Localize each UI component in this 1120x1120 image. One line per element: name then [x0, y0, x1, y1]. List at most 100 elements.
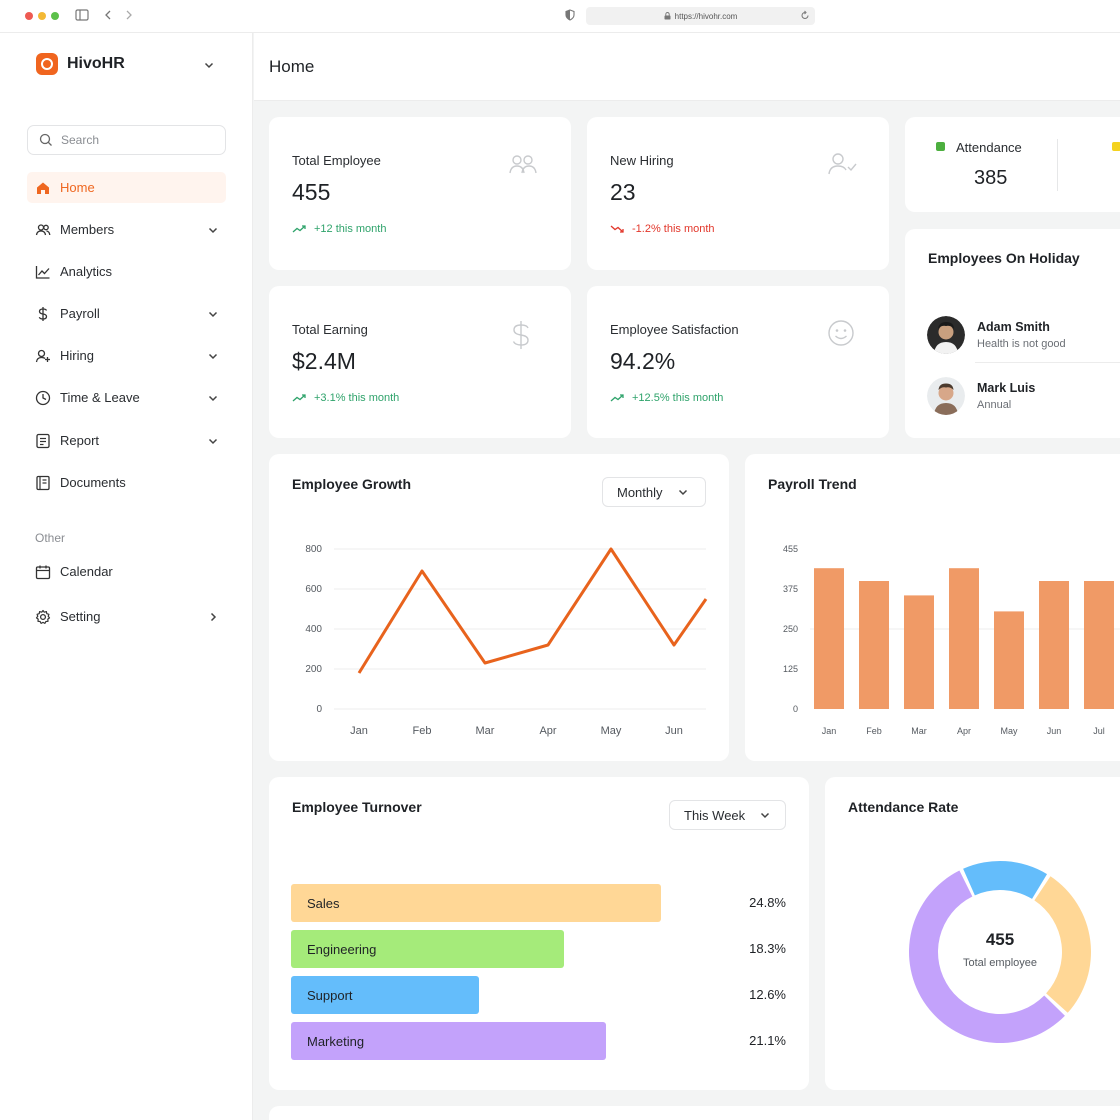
window-maximize-dot[interactable]	[51, 12, 59, 20]
y-tick-label: 600	[305, 584, 322, 595]
y-tick-label: 125	[783, 664, 798, 674]
avatar	[927, 377, 965, 415]
turnover-bar-value: 12.6%	[749, 987, 786, 1002]
employee-turnover-card: Employee Turnover This Week Sales 24.8% En…	[269, 777, 809, 1090]
y-tick-label: 455	[783, 544, 798, 554]
payroll-bar	[1084, 581, 1114, 709]
sidebar-item-label: Hiring	[60, 348, 94, 363]
person-note: Annual	[977, 399, 1012, 411]
lock-icon	[664, 12, 671, 20]
sidebar-item-time-leave[interactable]: Time & Leave	[27, 382, 226, 413]
chevron-right-icon	[210, 612, 217, 622]
brand-logo[interactable]: HivoHR	[36, 53, 125, 75]
x-tick-label: Apr	[539, 725, 556, 737]
trend-down-icon	[610, 225, 624, 233]
stat-label: New Hiring	[610, 153, 674, 168]
report-icon	[36, 433, 50, 448]
stat-card-total-employee: Total Employee 455 +12 this month	[269, 117, 571, 270]
holiday-person[interactable]: Adam Smith Health is not good	[927, 316, 1066, 354]
user-plus-icon	[35, 349, 50, 362]
top-header: Home	[254, 33, 1120, 101]
page-title: Home	[269, 57, 315, 76]
window-close-dot[interactable]	[25, 12, 33, 20]
attendance-rate-card: Attendance Rate 455 Total employee	[825, 777, 1120, 1090]
brand-name: HivoHR	[67, 55, 125, 72]
search-input[interactable]	[61, 133, 211, 147]
chevron-down-icon	[208, 311, 218, 318]
chevron-down-icon	[208, 353, 218, 360]
sidebar-item-label: Calendar	[60, 564, 113, 579]
clock-icon	[35, 390, 51, 405]
sidebar-item-report[interactable]: Report	[27, 425, 226, 456]
payroll-bar	[949, 568, 979, 709]
users-icon	[35, 223, 51, 235]
sidebar-item-payroll[interactable]: Payroll	[27, 298, 226, 329]
reload-icon[interactable]	[800, 10, 810, 21]
sidebar-item-label: Setting	[60, 609, 101, 624]
forward-icon[interactable]	[123, 8, 135, 22]
donut-slice	[1034, 876, 1091, 1013]
growth-period-select[interactable]: Monthly	[602, 477, 706, 507]
sidebar-toggle-icon[interactable]	[75, 8, 89, 22]
sidebar-item-hiring[interactable]: Hiring	[27, 340, 226, 371]
sidebar-item-label: Documents	[60, 475, 126, 490]
sidebar-item-label: Analytics	[60, 264, 113, 279]
person-note: Health is not good	[977, 338, 1066, 350]
chevron-down-icon	[678, 489, 687, 496]
sidebar-item-documents[interactable]: Documents	[27, 467, 226, 498]
sidebar-item-home[interactable]: Home	[27, 172, 226, 203]
stat-label: Total Employee	[292, 153, 381, 168]
stat-card-new-hiring: New Hiring 23 -1.2% this month	[587, 117, 889, 270]
x-tick-label: May	[601, 725, 622, 737]
x-tick-label: Apr	[957, 726, 971, 736]
stat-value: 23	[610, 179, 636, 205]
payroll-title: Payroll Trend	[768, 476, 857, 492]
stat-delta: +12 this month	[292, 223, 386, 235]
attendance-label: Attendance	[956, 140, 1022, 155]
payroll-bar	[1039, 581, 1069, 709]
sidebar-item-setting[interactable]: Setting	[27, 601, 226, 632]
attendance-divider	[1057, 139, 1058, 191]
donut-slice	[963, 861, 1048, 899]
holiday-divider	[975, 362, 1120, 363]
search-icon	[39, 133, 52, 146]
x-tick-label: Jan	[350, 725, 368, 737]
x-tick-label: Jul	[1093, 726, 1105, 736]
y-tick-label: 400	[305, 624, 322, 635]
payroll-bar	[904, 595, 934, 709]
chart-line-icon	[35, 265, 50, 279]
search-box[interactable]	[27, 125, 226, 155]
y-tick-label: 200	[305, 664, 322, 675]
sidebar-item-calendar[interactable]: Calendar	[27, 556, 226, 587]
stat-value: 455	[292, 179, 331, 205]
document-icon	[36, 475, 50, 490]
turnover-bar: Engineering	[291, 930, 565, 968]
gear-icon	[35, 609, 51, 624]
x-tick-label: Jan	[822, 726, 837, 736]
turnover-bar: Marketing	[291, 1022, 606, 1060]
sidebar-item-label: Members	[60, 222, 115, 237]
payroll-trend-card: Payroll Trend 455 375 250 125 0 Jan Feb Mar Apr M…	[745, 454, 1120, 761]
address-bar[interactable]: https://hivohr.com	[586, 7, 815, 25]
turnover-period-value: This Week	[684, 807, 746, 823]
home-icon	[37, 182, 49, 194]
person-name: Mark Luis	[977, 381, 1036, 395]
stat-delta-text: +12.5% this month	[632, 392, 724, 404]
x-tick-label: Mar	[911, 726, 927, 736]
attendance-legend-swatch-2	[1112, 142, 1120, 151]
stat-delta-text: +12 this month	[314, 223, 387, 235]
back-icon[interactable]	[102, 8, 114, 22]
window-minimize-dot[interactable]	[38, 12, 46, 20]
y-tick-label: 0	[316, 704, 322, 715]
workspace-chevron-down-icon[interactable]	[203, 59, 215, 71]
sidebar-section-other: Other	[35, 531, 66, 545]
holiday-person[interactable]: Mark Luis Annual	[927, 377, 1035, 415]
sidebar-item-analytics[interactable]: Analytics	[27, 256, 226, 287]
sidebar-item-members[interactable]: Members	[27, 214, 226, 245]
x-tick-label: May	[1000, 726, 1018, 736]
attendance-value: 385	[974, 167, 1008, 189]
donut-center-label: Total employee	[963, 957, 1037, 969]
turnover-bar-label: Marketing	[307, 1033, 365, 1049]
stat-delta-text: +3.1% this month	[314, 392, 400, 404]
turnover-period-select[interactable]: This Week	[669, 800, 786, 830]
